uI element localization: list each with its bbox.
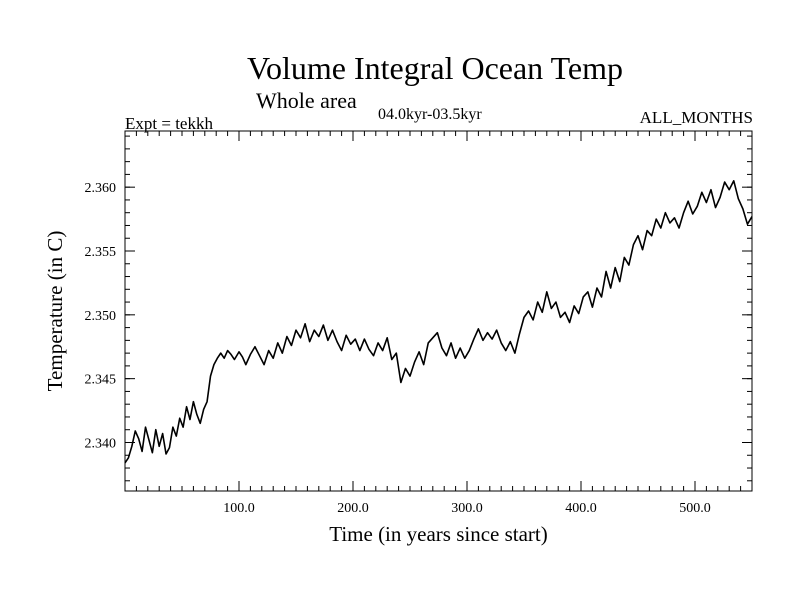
tick-labels: 100.0 200.0 300.0 400.0 500.0 2.340 2.345 2.350… [85,181,711,516]
x-tick-label: 300.0 [451,501,483,516]
y-axis-title: Temperature (in C) [43,231,67,392]
y-tick-label: 2.345 [85,373,117,388]
x-tick-label: 200.0 [337,501,369,516]
temperature-series-line [124,179,753,464]
plot-frame [124,130,753,492]
y-tick-label: 2.360 [85,181,117,196]
period-label: 04.0kyr-03.5kyr [378,106,482,123]
chart-title: Volume Integral Ocean Temp [246,50,623,86]
y-tick-label: 2.350 [85,309,117,324]
x-tick-label: 500.0 [679,501,711,516]
x-tick-label: 400.0 [565,501,597,516]
x-axis-title: Time (in years since start) [329,522,548,546]
y-tick-label: 2.355 [85,245,117,260]
x-tick-label: 100.0 [223,501,255,516]
experiment-label: Expt = tekkh [125,114,213,133]
chart-subtitle: Whole area [256,88,357,113]
axis-ticks [125,131,752,491]
months-label: ALL_MONTHS [639,108,753,127]
y-tick-label: 2.340 [85,436,117,451]
